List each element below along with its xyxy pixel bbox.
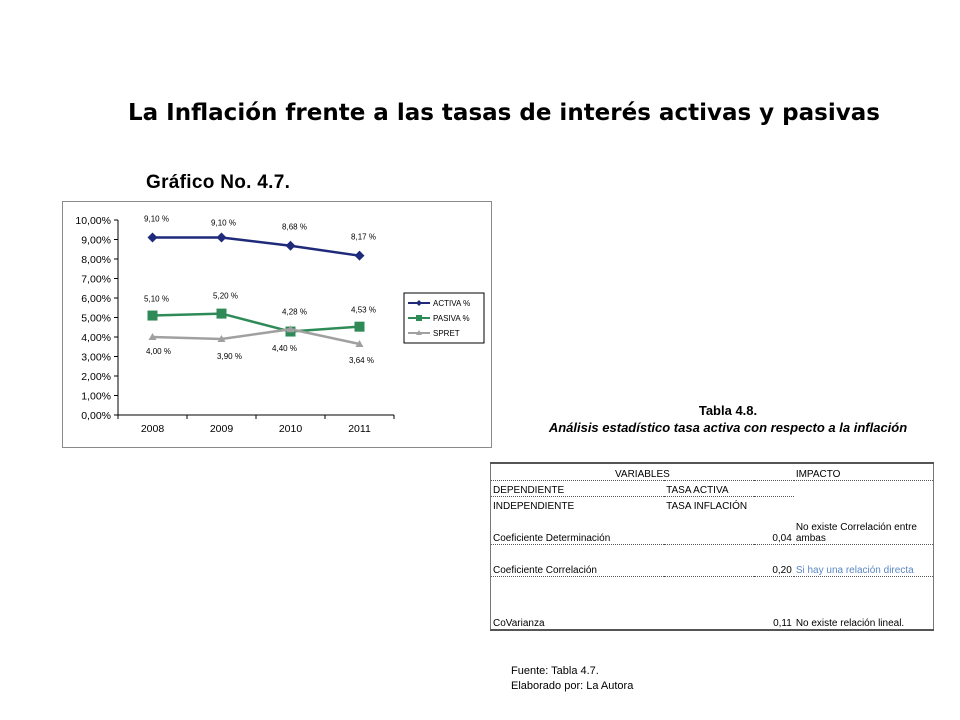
x-tick-label: 2009 [210,423,234,435]
data-point [217,334,226,342]
data-label: 9,10 % [211,219,236,228]
data-label: 8,17 % [351,233,376,242]
data-point [216,232,227,243]
x-tick-label: 2010 [279,423,303,435]
series-line-activa [152,236,360,257]
dependiente-label: DEPENDIENTE [490,480,665,497]
data-label: 5,20 % [213,292,238,301]
data-point [216,308,227,319]
x-tick-label: 2008 [141,423,165,435]
row-impact: No existe relación lineal. [795,618,905,629]
table-caption: Tabla 4.8. Análisis estadístico tasa act… [508,402,948,436]
table-header-row: VARIABLES IMPACTO [490,463,934,481]
page-title: La Inflación frente a las tasas de inter… [128,100,880,126]
row-value: 0,11 [773,618,792,629]
table-row: Coeficiente Determinación 0,04 No existe… [490,512,934,545]
data-label: 5,10 % [144,295,169,304]
y-tick-label: 3,00% [81,352,111,364]
legend-marker [416,315,422,321]
legend-label: ACTIVA % [433,299,470,308]
y-tick-label: 4,00% [81,332,111,344]
data-point [147,310,158,321]
chart-label: Gráfico No. 4.7. [146,172,291,193]
row-value: 0,04 [753,512,794,545]
y-tick-label: 8,00% [81,254,111,266]
data-label: 3,90 % [217,352,242,361]
y-tick-label: 9,00% [81,235,111,247]
y-tick-label: 7,00% [81,274,111,286]
y-tick-label: 10,00% [75,215,111,227]
data-point [354,321,365,332]
data-label: 8,68 % [282,223,307,232]
row-value: 0,20 [753,544,794,577]
series-line-spret [152,327,360,346]
table-row: CoVarianza 0,11 No existe relación linea… [491,576,934,630]
legend-marker [416,330,422,335]
footer: Fuente: Tabla 4.7. Elaborado por: La Aut… [511,664,633,694]
y-tick-label: 0,00% [81,410,111,422]
header-impacto: IMPACTO [793,463,934,481]
line-chart: 0,00% 1,00% 2,00% 3,00% 4,00% 5,00% 6,00% 7,00%… [62,201,492,448]
data-label: 4,00 % [146,347,171,356]
table-row-independiente: INDEPENDIENTE TASA INFLACIÓN [491,496,934,512]
independiente-label: INDEPENDIENTE [493,501,575,512]
data-point [285,240,296,251]
row-name: CoVarianza [493,618,545,629]
data-label: 4,40 % [272,344,297,353]
data-point [147,232,158,243]
data-label: 9,10 % [144,215,169,224]
table-caption-subtitle: Análisis estadístico tasa activa con res… [548,420,908,435]
data-label: 4,53 % [351,306,376,315]
data-point [354,250,365,261]
row-impact: Si hay una relación directa [793,544,934,577]
data-label: 3,64 % [349,356,374,365]
independiente-value: TASA INFLACIÓN [666,501,748,512]
footer-author: Elaborado por: La Autora [511,680,634,692]
footer-source: Fuente: Tabla 4.7. [511,665,599,677]
data-point [286,325,295,333]
row-impact: No existe Correlación entre ambas [793,512,934,545]
y-tick-label: 5,00% [81,313,111,325]
data-point [148,333,157,340]
stats-table: VARIABLES IMPACTO DEPENDIENTE TASA ACTIV… [490,462,934,631]
x-tick-label: 2011 [348,423,371,435]
dependiente-value: TASA ACTIVA [664,480,794,497]
legend-label: PASIVA % [433,314,470,323]
legend-marker [416,300,422,306]
y-tick-label: 1,00% [81,391,111,403]
series-line-pasiva [152,312,360,333]
legend-label: SPRET [433,329,460,338]
y-tick-label: 6,00% [81,293,111,305]
table-row: Coeficiente Correlación 0,20 Si hay una … [490,544,934,577]
y-tick-label: 2,00% [81,371,111,383]
header-variables: VARIABLES [490,463,794,481]
data-label: 4,28 % [282,308,307,317]
row-name: Coeficiente Determinación [490,512,754,545]
table-caption-title: Tabla 4.8. [698,403,758,418]
table-row-dependiente: DEPENDIENTE TASA ACTIVA [490,480,934,497]
data-point [355,340,364,348]
row-name: Coeficiente Correlación [490,544,754,577]
